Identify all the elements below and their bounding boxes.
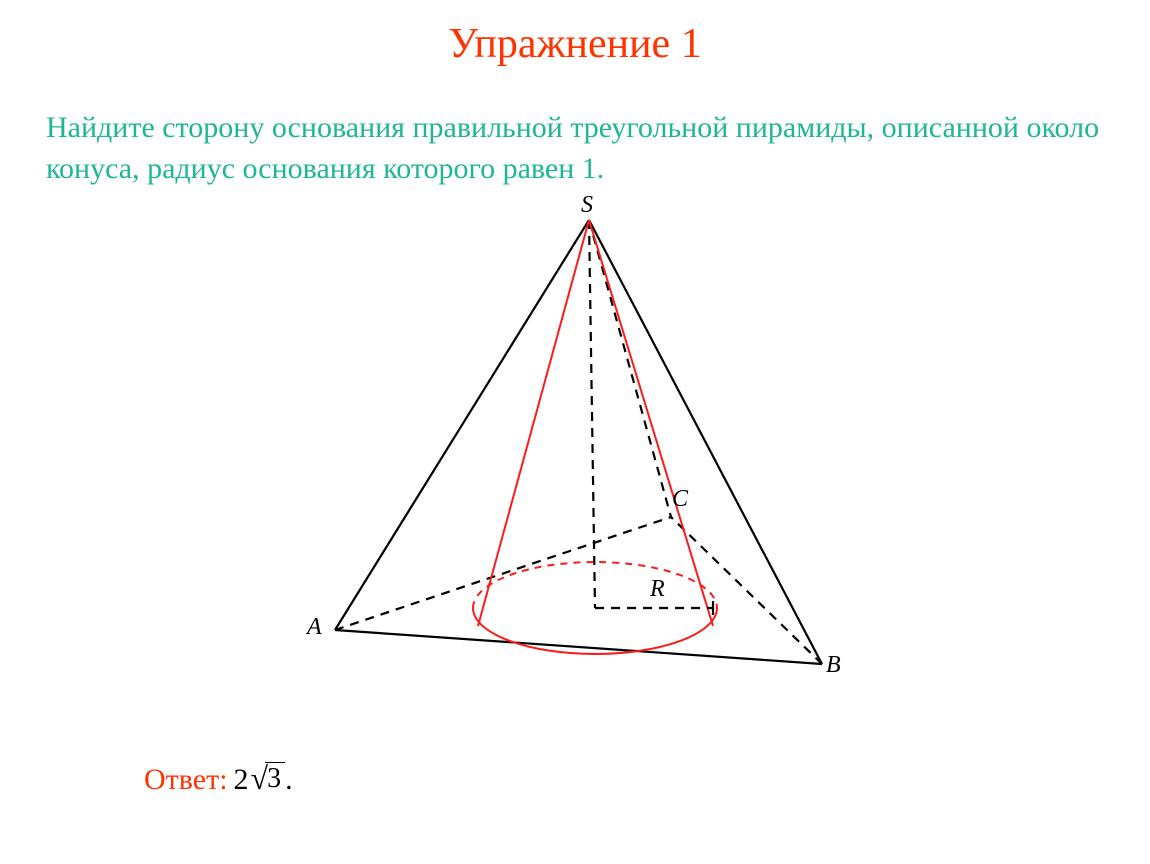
problem-text: Найдите сторону основания правильной тре… bbox=[46, 108, 1106, 189]
cone-base-back bbox=[473, 562, 717, 608]
pyramid-cone-diagram bbox=[300, 206, 860, 706]
label-C: C bbox=[672, 486, 688, 513]
answer-coef: 2 bbox=[234, 763, 249, 797]
page-title: Упражнение 1 bbox=[0, 20, 1150, 68]
altitude-SO bbox=[589, 220, 595, 608]
answer-radicand: 3 bbox=[265, 762, 285, 794]
edge-SA bbox=[335, 220, 589, 630]
label-R: R bbox=[650, 576, 665, 603]
edge-AB bbox=[335, 630, 822, 664]
answer-label: Ответ: bbox=[144, 763, 228, 797]
label-B: B bbox=[826, 652, 841, 679]
sqrt-expr: √3 bbox=[251, 762, 286, 797]
diagram-container: S A B C R bbox=[300, 206, 860, 706]
edge-BC bbox=[671, 517, 822, 664]
edge-SB bbox=[589, 220, 822, 664]
cone-edge-left bbox=[478, 220, 589, 626]
label-A: A bbox=[307, 614, 322, 641]
answer-row: Ответ: 2 √3 . bbox=[144, 762, 293, 797]
page-root: Упражнение 1 Найдите сторону основания п… bbox=[0, 0, 1150, 864]
answer-dot: . bbox=[285, 763, 293, 797]
label-S: S bbox=[581, 192, 593, 219]
edge-SC bbox=[589, 220, 671, 517]
answer-value: 2 √3 . bbox=[234, 762, 293, 797]
